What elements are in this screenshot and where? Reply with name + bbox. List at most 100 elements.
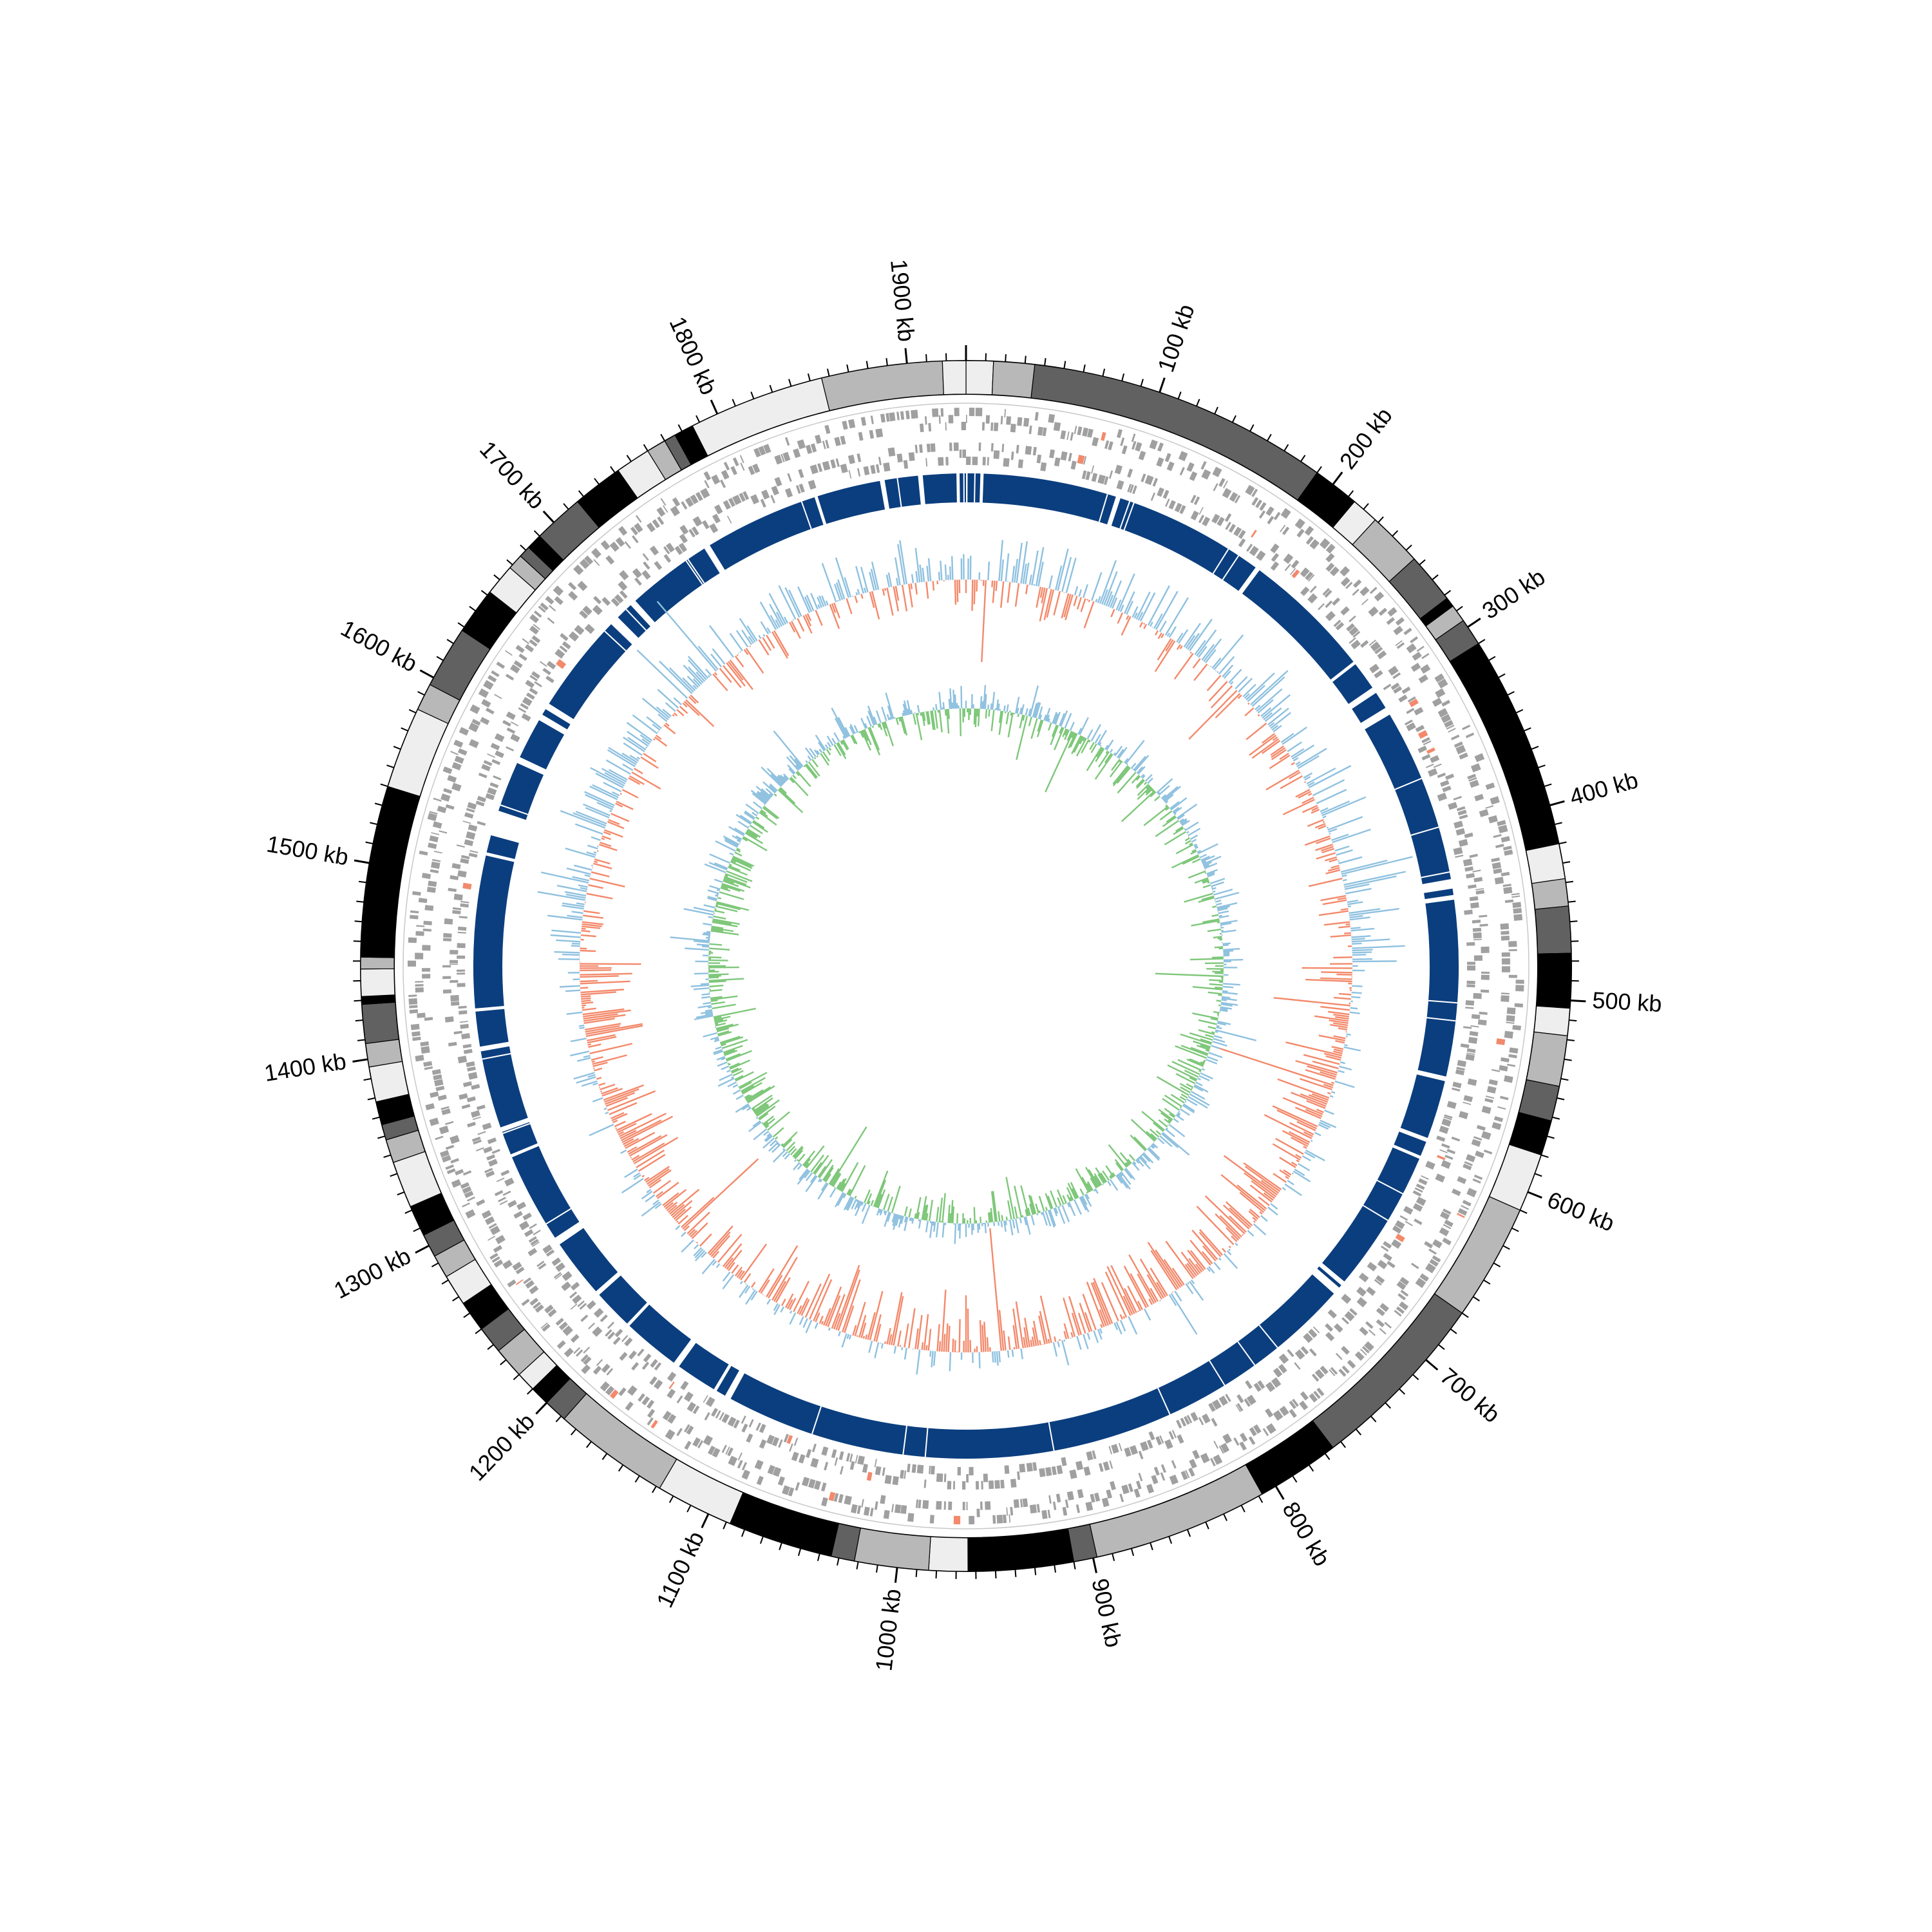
forward-gene — [1104, 440, 1110, 450]
gc-content-bar — [1216, 1025, 1220, 1028]
reverse-gene — [1395, 1233, 1405, 1242]
forward-gene — [1501, 935, 1510, 941]
gc-skew-bar — [652, 738, 656, 741]
gc-content-bar — [724, 873, 748, 884]
forward-gene — [1437, 678, 1448, 689]
forward-gene — [583, 1356, 592, 1365]
forward-gene — [646, 522, 656, 533]
gc-content-bar — [829, 1188, 837, 1198]
gc-content-bar — [1157, 1137, 1165, 1144]
forward-gene — [889, 412, 896, 422]
gc-skew-bar — [1249, 734, 1277, 756]
reverse-gene — [1124, 1447, 1132, 1457]
gc-content-bar — [794, 758, 802, 768]
reverse-gene — [572, 1294, 582, 1304]
forward-gene — [652, 519, 660, 529]
reverse-gene — [654, 1379, 663, 1390]
gc-skew-bar — [1186, 1262, 1198, 1277]
gc-content-bar — [808, 761, 820, 777]
gc-content-bar — [1057, 1206, 1066, 1224]
reverse-gene — [614, 594, 624, 604]
forward-gene — [1253, 1424, 1262, 1434]
forward-gene — [681, 501, 688, 510]
reverse-gene — [1026, 1463, 1033, 1472]
gc-content-bar — [1000, 1221, 1003, 1227]
gc-skew-bar — [1289, 1122, 1314, 1135]
reverse-gene — [442, 976, 451, 980]
forward-gene — [1369, 587, 1378, 594]
gc-content-bar — [709, 989, 723, 992]
gc-skew-bar — [633, 1172, 641, 1178]
forward-gene — [1325, 562, 1335, 572]
gc-skew-bar — [1279, 752, 1289, 761]
gc-content-bar — [1086, 729, 1094, 739]
reverse-gene — [560, 633, 569, 641]
reverse-gene — [1049, 449, 1055, 459]
forward-gene — [1171, 1460, 1177, 1469]
minor-tick — [367, 1097, 375, 1101]
minor-tick — [1488, 656, 1496, 661]
forward-gene — [1229, 492, 1238, 502]
forward-gene — [1495, 844, 1504, 848]
gc-skew-bar — [1218, 1257, 1222, 1261]
gc-skew-bar — [1126, 615, 1130, 620]
gc-content-bar — [1164, 800, 1169, 804]
reverse-gene — [1177, 1434, 1184, 1444]
gc-content-bar — [1062, 728, 1067, 737]
gc-skew-bar — [833, 1312, 841, 1330]
gc-skew-bar — [644, 1177, 650, 1181]
gc-content-bar — [817, 1183, 829, 1200]
major-tick — [904, 348, 908, 364]
forward-gene — [1006, 416, 1012, 425]
gc-skew-bar — [750, 1291, 758, 1301]
reverse-gene — [936, 1473, 943, 1482]
forward-gene — [1149, 439, 1158, 450]
gc-content-bar — [724, 874, 728, 878]
gc-skew-bar — [893, 1296, 904, 1346]
forward-gene — [1101, 1497, 1110, 1508]
forward-gene — [533, 623, 541, 630]
reverse-gene — [525, 679, 535, 688]
contig-block — [1536, 952, 1572, 1009]
gc-skew-bar — [1160, 633, 1164, 639]
gc-skew-bar — [672, 1200, 693, 1218]
reverse-gene — [1236, 1403, 1244, 1412]
gc-content-bar — [708, 916, 714, 919]
gc-skew-bar — [1024, 1318, 1031, 1347]
gc-skew-bar — [714, 672, 718, 676]
gc-skew-bar — [1271, 747, 1285, 758]
gc-skew-bar — [1101, 1282, 1119, 1321]
forward-gene — [1265, 1408, 1274, 1418]
forward-gene — [838, 1494, 844, 1503]
gc-content-bar — [927, 711, 931, 724]
reverse-gene — [1068, 453, 1072, 462]
conserved-separator — [1212, 549, 1229, 574]
forward-gene — [1442, 1237, 1452, 1245]
reverse-gene — [562, 641, 571, 650]
conserved-block — [716, 1366, 739, 1396]
forward-gene — [1444, 1219, 1454, 1227]
gc-skew-bar — [1291, 762, 1295, 766]
gc-skew-bar — [636, 756, 641, 760]
minor-tick — [500, 1359, 507, 1365]
gc-skew-bar — [1189, 1250, 1206, 1270]
gc-content-bar — [708, 862, 728, 871]
gc-skew-bar — [808, 1273, 831, 1320]
forward-gene — [1023, 417, 1030, 427]
reverse-gene — [808, 480, 817, 490]
minor-tick — [732, 399, 736, 407]
reverse-gene — [1340, 606, 1350, 616]
gc-content-bar — [1079, 1197, 1087, 1211]
gc-skew-bar — [1260, 707, 1272, 717]
gc-skew-bar — [791, 621, 801, 639]
gc-skew-bar — [566, 867, 591, 875]
reverse-gene — [618, 580, 628, 591]
scale-label: 1700 kb — [475, 436, 550, 515]
gc-skew-bar — [760, 621, 770, 635]
reverse-gene — [1193, 496, 1200, 506]
reverse-gene — [1325, 611, 1336, 621]
gc-skew-bar — [739, 1280, 743, 1285]
gc-content-bar — [822, 1164, 834, 1181]
gc-content-bar — [906, 700, 912, 715]
forward-gene — [1400, 1289, 1409, 1297]
